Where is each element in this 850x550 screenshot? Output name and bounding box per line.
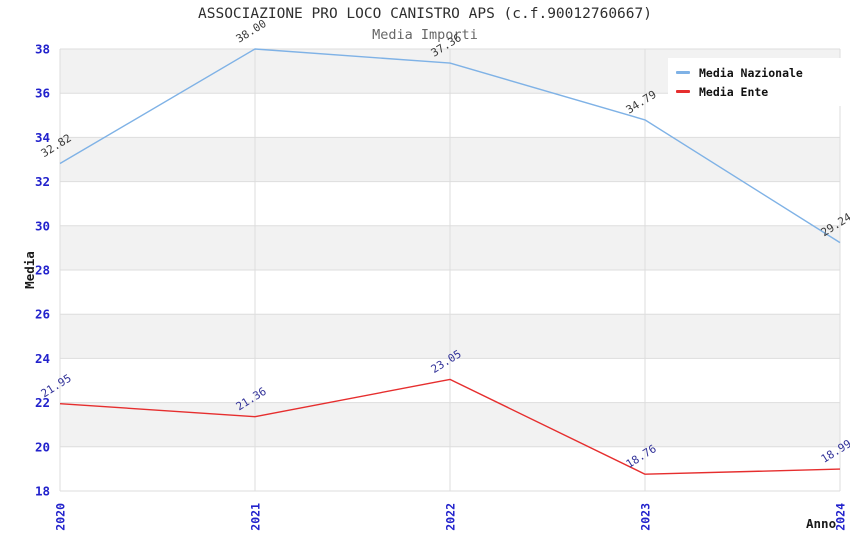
y-axis-title: Media bbox=[22, 251, 37, 289]
y-tick-label: 30 bbox=[35, 218, 50, 233]
x-axis-title: Anno bbox=[806, 516, 837, 531]
chart-title: ASSOCIAZIONE PRO LOCO CANISTRO APS (c.f.… bbox=[198, 6, 652, 22]
point-label: 21.95 bbox=[39, 372, 74, 401]
y-tick-label: 36 bbox=[35, 86, 50, 101]
series-line-ente bbox=[59, 378, 841, 475]
y-tick-label: 20 bbox=[35, 439, 50, 454]
x-tick-label: 2024 bbox=[834, 503, 848, 531]
chart-subtitle: Media Importi bbox=[372, 27, 478, 43]
legend: Media Nazionale Media Ente bbox=[668, 58, 846, 106]
legend-swatch-nazionale-icon bbox=[676, 71, 690, 74]
legend-item-media-ente: Media Ente bbox=[676, 82, 846, 101]
x-tick-label: 2020 bbox=[54, 503, 68, 531]
y-tick-label: 28 bbox=[35, 263, 50, 278]
y-tick-label: 32 bbox=[35, 174, 50, 189]
point-label: 38.00 bbox=[234, 17, 269, 46]
x-tick-label: 2021 bbox=[249, 503, 263, 531]
series-line-nazionale bbox=[59, 48, 841, 244]
y-tick-label: 24 bbox=[35, 351, 50, 366]
legend-label-nazionale: Media Nazionale bbox=[699, 65, 803, 80]
legend-swatch-ente-icon bbox=[676, 90, 690, 93]
x-tick-label: 2022 bbox=[444, 503, 458, 531]
y-tick-label: 34 bbox=[35, 130, 50, 145]
y-tick-label: 18 bbox=[35, 484, 50, 499]
y-tick-label: 22 bbox=[35, 395, 50, 410]
y-tick-label: 38 bbox=[35, 42, 50, 57]
x-tick-label: 2023 bbox=[639, 503, 653, 531]
legend-item-media-nazionale: Media Nazionale bbox=[676, 63, 846, 82]
legend-label-ente: Media Ente bbox=[699, 84, 769, 99]
y-tick-label: 26 bbox=[35, 307, 50, 322]
